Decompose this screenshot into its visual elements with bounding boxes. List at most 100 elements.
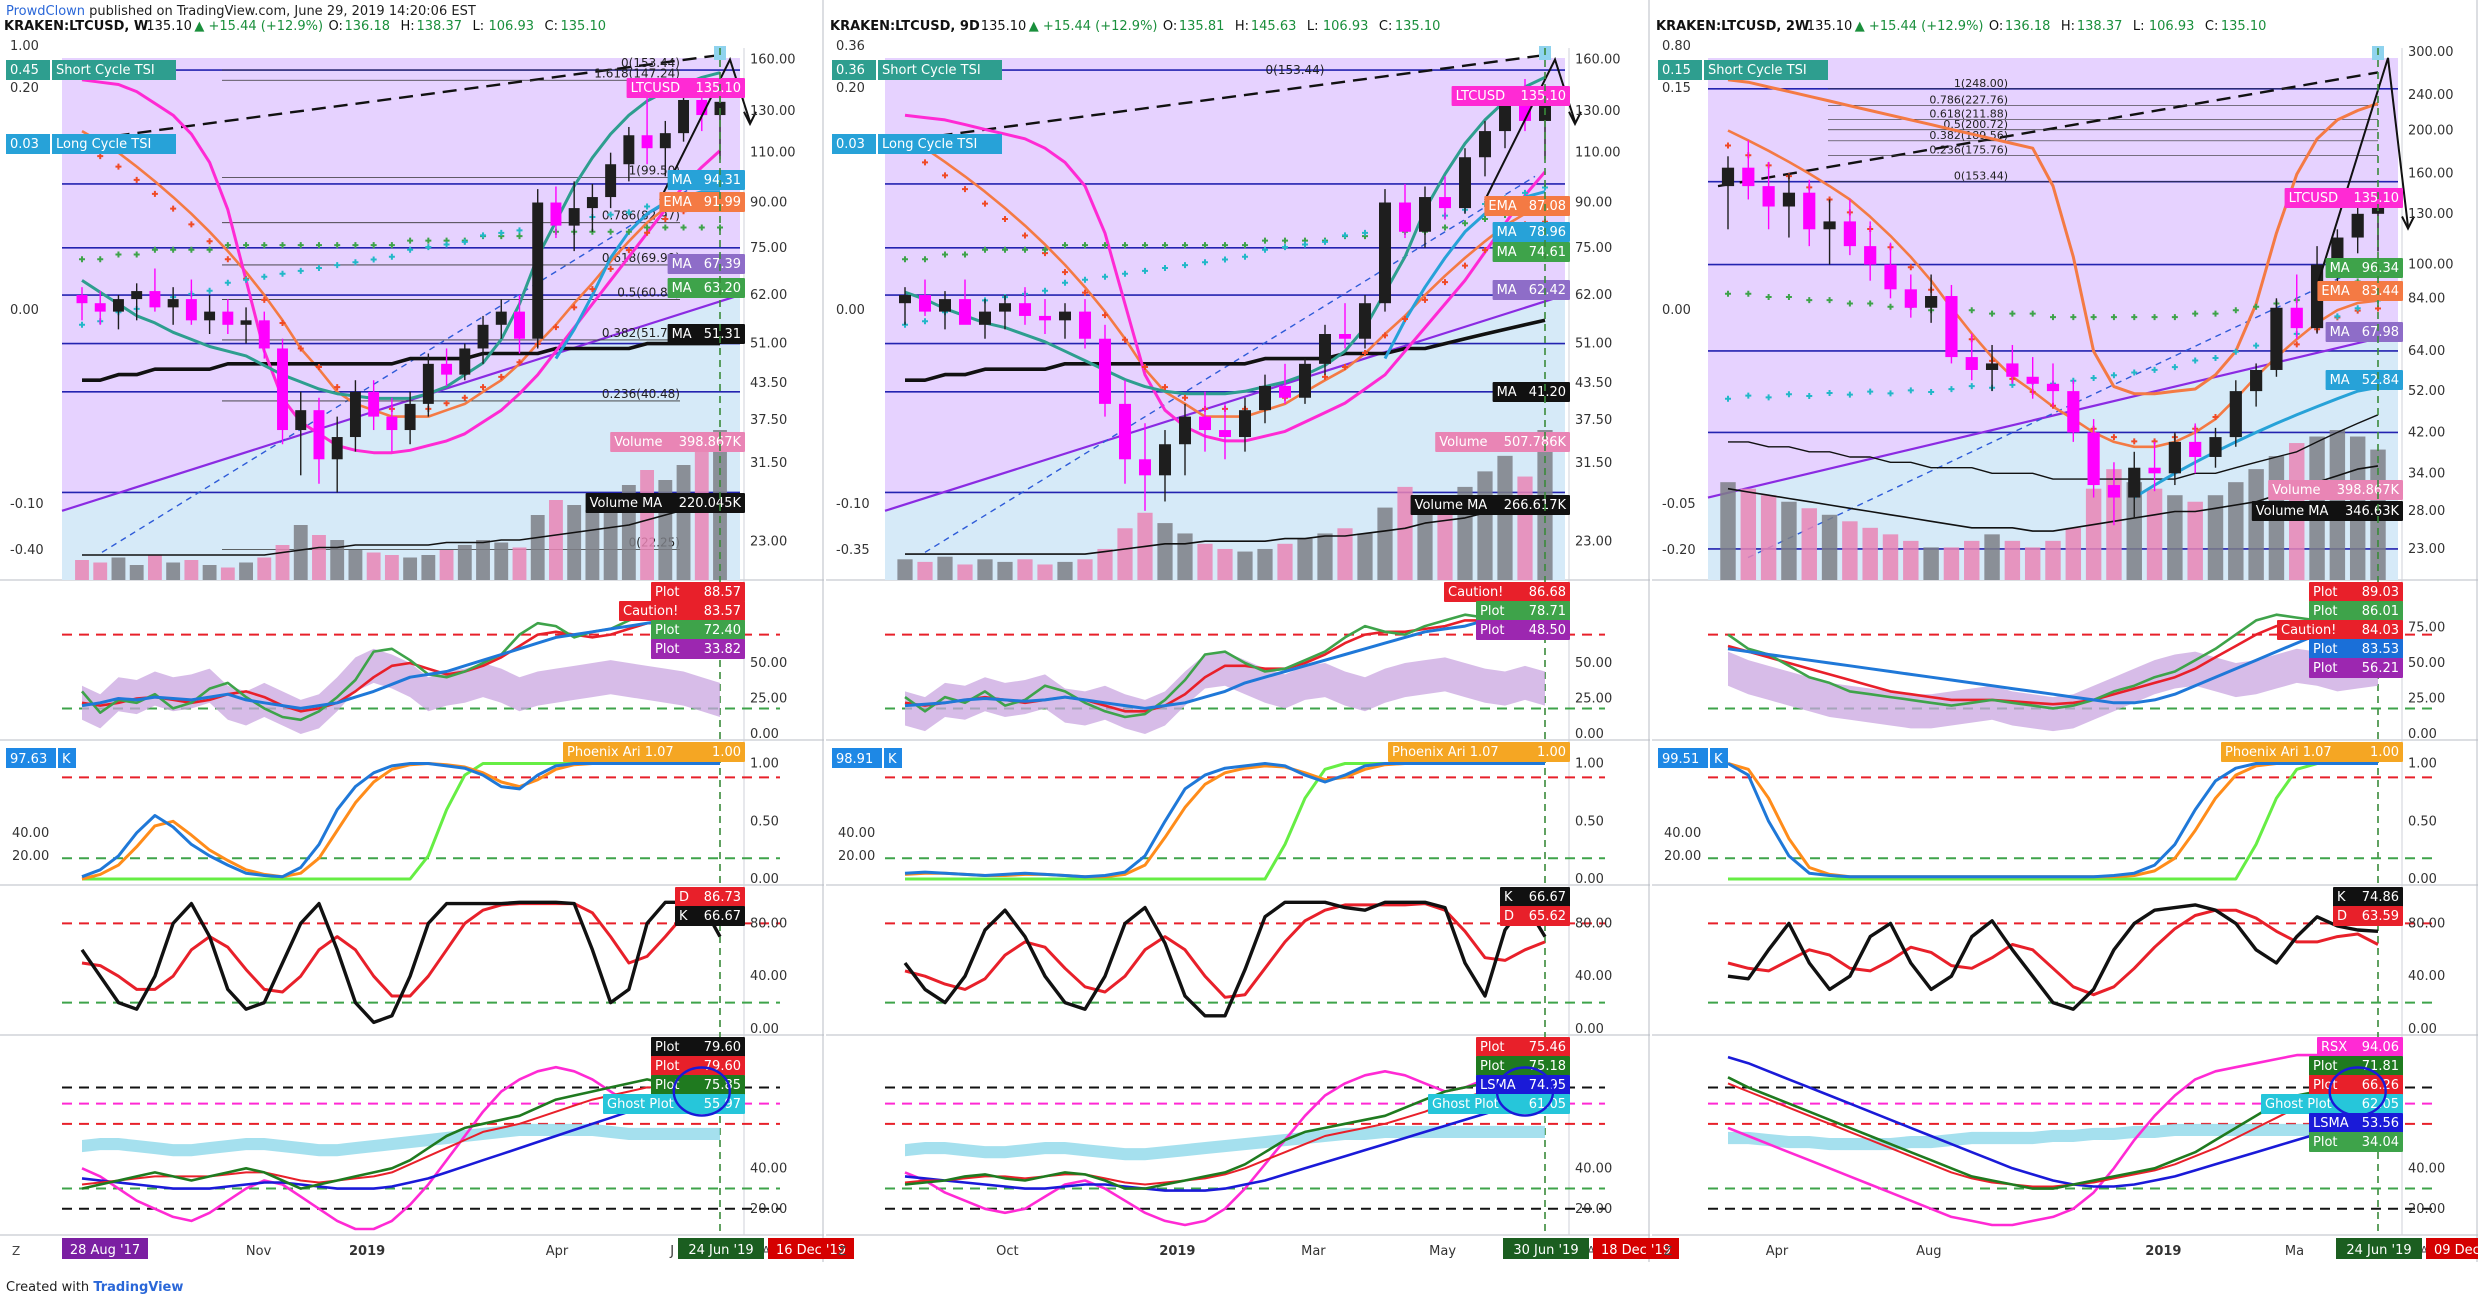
oscillator-tick: 0.00 bbox=[2408, 1022, 2437, 1037]
oscillator-label-value: 75.46 bbox=[1529, 1040, 1566, 1055]
cross-mark bbox=[922, 159, 928, 166]
left-scale-tick: -0.35 bbox=[836, 543, 870, 558]
highlight-circle bbox=[1495, 1066, 1555, 1117]
candle bbox=[2250, 363, 2263, 407]
cross-mark bbox=[1968, 307, 1975, 314]
oscillator-label: 63.59 D bbox=[2333, 906, 2403, 926]
cross-mark bbox=[498, 229, 505, 236]
oscillator-pane-4: 40.0020.0094.06RSX71.81Plot66.26Plot62.0… bbox=[1708, 1037, 2445, 1227]
candle bbox=[2128, 451, 2141, 518]
oscillator-pane-1: 75.0050.0025.000.0089.03Plot86.01Plot84.… bbox=[1708, 582, 2445, 742]
cross-mark bbox=[2253, 303, 2260, 310]
price-pane: 0(153.44) 160.00 130.00 110.00 90.00 75.00 62.… bbox=[832, 39, 1621, 580]
oscillator-label-bg bbox=[2309, 1056, 2403, 1076]
candle-body bbox=[1079, 311, 1091, 339]
stoch-k-line bbox=[903, 900, 1547, 1018]
candle-body bbox=[1439, 197, 1451, 209]
osc1-blue-line bbox=[81, 613, 720, 710]
candle-body bbox=[1139, 459, 1151, 476]
oscillator-label-bg bbox=[1500, 906, 1570, 926]
volume-bar bbox=[1217, 548, 1233, 580]
price-tick: 160.00 bbox=[2408, 167, 2454, 182]
oscillator-tick: 0.50 bbox=[750, 814, 779, 829]
candle-body bbox=[641, 135, 653, 149]
symbol-title: KRAKEN:LTCUSD, W bbox=[4, 19, 148, 34]
cross-mark bbox=[902, 256, 908, 263]
candle bbox=[313, 397, 325, 484]
series-label-ma: 41.20 MA bbox=[1492, 382, 1570, 402]
tsi-value-bg bbox=[832, 134, 876, 154]
osc2-orange-line bbox=[1727, 762, 2378, 879]
oscillator-area bbox=[82, 648, 720, 734]
tsi-short-line bbox=[81, 71, 721, 400]
candle bbox=[1721, 156, 1735, 230]
candle bbox=[979, 299, 991, 339]
trend-line-purple bbox=[884, 294, 1566, 512]
price-change: ▲ +15.44 (+12.9%) bbox=[1855, 19, 1984, 34]
cross-mark bbox=[1222, 256, 1228, 263]
oscillator-tick: 0.00 bbox=[2408, 727, 2437, 742]
cross-mark bbox=[1142, 242, 1148, 249]
cross-mark bbox=[443, 400, 450, 407]
oscillator-label-label: Caution! bbox=[1448, 585, 1503, 600]
series-label-ma-value: 63.20 bbox=[704, 281, 741, 296]
cross-mark bbox=[516, 227, 523, 234]
volume-bar bbox=[567, 505, 582, 580]
cross-mark bbox=[461, 394, 468, 401]
price-tick: 23.00 bbox=[750, 534, 787, 549]
oscillator-label-value: 1.00 bbox=[2370, 745, 2399, 760]
candle-body bbox=[149, 291, 161, 308]
ohlc-key: O: bbox=[329, 19, 343, 34]
volume-bar bbox=[2228, 482, 2244, 580]
cross-mark bbox=[133, 251, 140, 258]
osc1-red-line bbox=[1727, 613, 2378, 706]
cross-mark bbox=[1282, 237, 1288, 244]
series-label-ema-label: EMA bbox=[1488, 199, 1516, 214]
candle-body bbox=[678, 99, 690, 134]
cross-mark bbox=[206, 246, 213, 253]
price-tick: 90.00 bbox=[1575, 196, 1612, 211]
volume-bar bbox=[293, 525, 308, 580]
cross-mark bbox=[1342, 364, 1348, 371]
candle bbox=[2026, 357, 2039, 399]
oscillator-tick: 75.00 bbox=[2408, 621, 2445, 636]
publisher-name[interactable]: ProwdClown bbox=[6, 4, 86, 19]
ohlc-value: 106.93 bbox=[2149, 19, 2195, 34]
series-label-ma: 62.42 MA bbox=[1492, 280, 1570, 300]
left-scale-tick: 1.00 bbox=[10, 39, 39, 54]
osc2-orange-line bbox=[81, 762, 720, 881]
cross-mark bbox=[1725, 142, 1731, 149]
k-value-bg bbox=[6, 748, 56, 768]
oscillator-label-label: Plot bbox=[655, 642, 680, 657]
cross-mark bbox=[625, 228, 632, 235]
candle bbox=[2189, 423, 2202, 474]
cross-mark bbox=[1846, 391, 1853, 398]
series-label-volume-ma-bg bbox=[1410, 495, 1570, 515]
candle-body bbox=[1059, 311, 1071, 321]
candle-body bbox=[240, 320, 252, 325]
cross-mark bbox=[1725, 290, 1731, 297]
candle bbox=[919, 279, 931, 316]
cross-mark bbox=[1102, 312, 1108, 319]
tradingview-link[interactable]: TradingView bbox=[93, 1280, 184, 1295]
candle bbox=[999, 295, 1011, 330]
cross-mark bbox=[1002, 246, 1008, 253]
price-tick: 100.00 bbox=[2408, 258, 2454, 273]
oscillator-label-bg bbox=[563, 742, 745, 762]
oscillator-tick: 0.00 bbox=[750, 872, 779, 887]
cross-mark bbox=[607, 265, 614, 272]
candle-body bbox=[1782, 192, 1796, 207]
time-tick: J bbox=[669, 1244, 674, 1259]
candle-body bbox=[979, 311, 991, 325]
candle bbox=[1864, 221, 1877, 281]
candle-body bbox=[131, 291, 143, 300]
tsi-name-bg bbox=[878, 60, 1002, 80]
zoom-button: Z bbox=[12, 1244, 20, 1258]
k-letter: K bbox=[62, 752, 71, 767]
oscillator-left-tick: 20.00 bbox=[1664, 849, 1701, 864]
oscillator-label: 72.40 Plot bbox=[651, 620, 745, 640]
date-badge-bg bbox=[1503, 1238, 1589, 1259]
oscillator-label-label: Caution! bbox=[2281, 623, 2336, 638]
candle-body bbox=[1319, 334, 1331, 364]
oscillator-label-bg bbox=[619, 601, 745, 621]
